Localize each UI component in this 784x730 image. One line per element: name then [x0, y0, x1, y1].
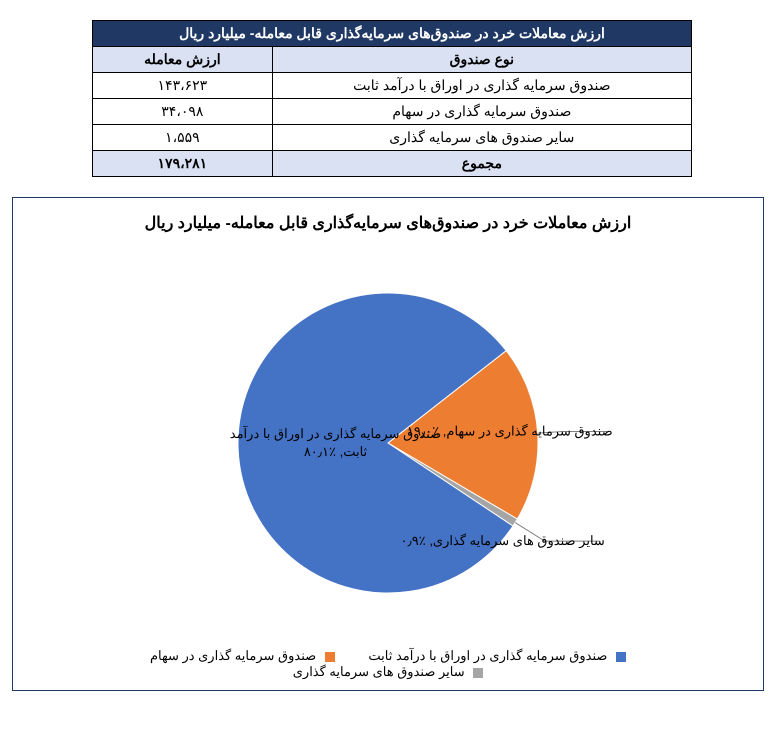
cell-type: صندوق سرمایه گذاری در اوراق با درآمد ثاب… [272, 73, 691, 99]
legend-swatch [473, 668, 483, 678]
cell-type: سایر صندوق های سرمایه گذاری [272, 125, 691, 151]
chart-title: ارزش معاملات خرد در صندوق‌های سرمایه‌گذا… [28, 213, 748, 233]
legend-item: صندوق سرمایه گذاری در اوراق با درآمد ثاب… [368, 648, 626, 664]
legend-item: سایر صندوق های سرمایه گذاری [293, 664, 484, 680]
table-title-row: ارزش معاملات خرد در صندوق‌های سرمایه‌گذا… [93, 21, 692, 47]
table-row: صندوق سرمایه گذاری در اوراق با درآمد ثاب… [93, 73, 692, 99]
pie-area: صندوق سرمایه گذاری در اوراق با درآمدثابت… [28, 253, 748, 633]
legend-swatch [616, 652, 626, 662]
legend-text: صندوق سرمایه گذاری در اوراق با درآمد ثاب… [368, 648, 607, 663]
table-row: سایر صندوق های سرمایه گذاری ۱،۵۵۹ [93, 125, 692, 151]
table-row: صندوق سرمایه گذاری در سهام ۳۴،۰۹۸ [93, 99, 692, 125]
slice-label-equity: صندوق سرمایه گذاری در سهام, ٪۱۹٫۰ [407, 424, 613, 440]
legend-text: صندوق سرمایه گذاری در سهام [150, 648, 316, 663]
slice-label-other: سایر صندوق های سرمایه گذاری, ٪۰٫۹ [401, 533, 605, 549]
legend: صندوق سرمایه گذاری در اوراق با درآمد ثاب… [28, 648, 748, 680]
legend-item: صندوق سرمایه گذاری در سهام [150, 648, 335, 664]
total-label: مجموع [272, 151, 691, 177]
col-type-header: نوع صندوق [272, 47, 691, 73]
cell-value: ۳۴،۰۹۸ [93, 99, 273, 125]
cell-type: صندوق سرمایه گذاری در سهام [272, 99, 691, 125]
legend-text: سایر صندوق های سرمایه گذاری [293, 664, 465, 679]
col-value-header: ارزش معامله [93, 47, 273, 73]
cell-value: ۱۴۳،۶۲۳ [93, 73, 273, 99]
total-value: ۱۷۹،۲۸۱ [93, 151, 273, 177]
table-container: ارزش معاملات خرد در صندوق‌های سرمایه‌گذا… [92, 20, 692, 177]
chart-container: ارزش معاملات خرد در صندوق‌های سرمایه‌گذا… [12, 197, 764, 691]
legend-swatch [325, 652, 335, 662]
funds-table: ارزش معاملات خرد در صندوق‌های سرمایه‌گذا… [92, 20, 692, 177]
table-header-row: نوع صندوق ارزش معامله [93, 47, 692, 73]
table-total-row: مجموع ۱۷۹،۲۸۱ [93, 151, 692, 177]
cell-value: ۱،۵۵۹ [93, 125, 273, 151]
pie-chart: صندوق سرمایه گذاری در اوراق با درآمدثابت… [28, 253, 748, 633]
table-title: ارزش معاملات خرد در صندوق‌های سرمایه‌گذا… [93, 21, 692, 47]
